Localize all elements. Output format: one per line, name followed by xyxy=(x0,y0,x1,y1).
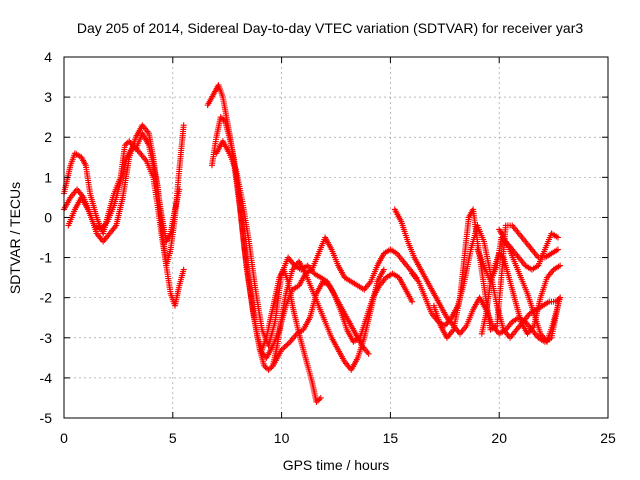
x-tick-label: 5 xyxy=(169,430,177,446)
y-tick-label: -4 xyxy=(40,370,53,386)
y-tick-labels: -5 -4 -3 -2 -1 0 1 2 3 4 xyxy=(40,49,53,426)
series-track-m xyxy=(496,226,561,273)
x-tick-label: 15 xyxy=(383,430,399,446)
series-track-b xyxy=(61,122,183,245)
data-point xyxy=(284,341,291,348)
data-point xyxy=(557,294,564,301)
y-tick-label: 1 xyxy=(44,169,52,185)
y-tick-label: -1 xyxy=(40,250,53,266)
series-track-h xyxy=(269,278,372,369)
data-point xyxy=(281,344,288,351)
x-tick-labels: 0 5 10 15 20 25 xyxy=(60,430,616,446)
y-tick-label: 2 xyxy=(44,129,52,145)
x-tick-label: 10 xyxy=(274,430,290,446)
y-axis-label: SDTVAR / TECUs xyxy=(7,182,23,294)
axis-ticks xyxy=(63,56,609,419)
x-tick-label: 25 xyxy=(600,430,616,446)
grid xyxy=(64,57,608,418)
y-tick-label: 4 xyxy=(44,49,52,65)
data-point xyxy=(557,262,564,269)
data-point xyxy=(554,234,561,241)
y-tick-label: -5 xyxy=(40,410,53,426)
series-track-a xyxy=(61,130,187,309)
data-point xyxy=(554,246,561,253)
data-point xyxy=(317,394,324,401)
series-track-e xyxy=(208,114,387,373)
series-track-g xyxy=(256,234,420,361)
data-point xyxy=(365,350,372,357)
series-track-i xyxy=(391,206,561,345)
x-tick-label: 0 xyxy=(60,430,68,446)
data-point xyxy=(409,298,416,305)
y-tick-label: -3 xyxy=(40,330,53,346)
x-axis-label: GPS time / hours xyxy=(283,457,390,473)
data-points xyxy=(61,82,564,405)
data-point xyxy=(180,266,187,273)
series-track-c xyxy=(65,122,187,269)
data-point xyxy=(316,396,323,403)
data-point xyxy=(266,365,273,372)
series-track-n xyxy=(478,250,564,337)
data-point xyxy=(180,122,187,129)
data-point xyxy=(265,366,272,373)
chart-title: Day 205 of 2014, Sidereal Day-to-day VTE… xyxy=(77,20,583,36)
y-tick-label: -2 xyxy=(40,290,53,306)
x-tick-label: 20 xyxy=(491,430,507,446)
y-tick-label: 0 xyxy=(44,209,52,225)
y-tick-label: 3 xyxy=(44,89,52,105)
data-point xyxy=(282,342,289,349)
data-point xyxy=(285,340,292,347)
data-point xyxy=(380,266,387,273)
plot-frame xyxy=(63,56,609,419)
